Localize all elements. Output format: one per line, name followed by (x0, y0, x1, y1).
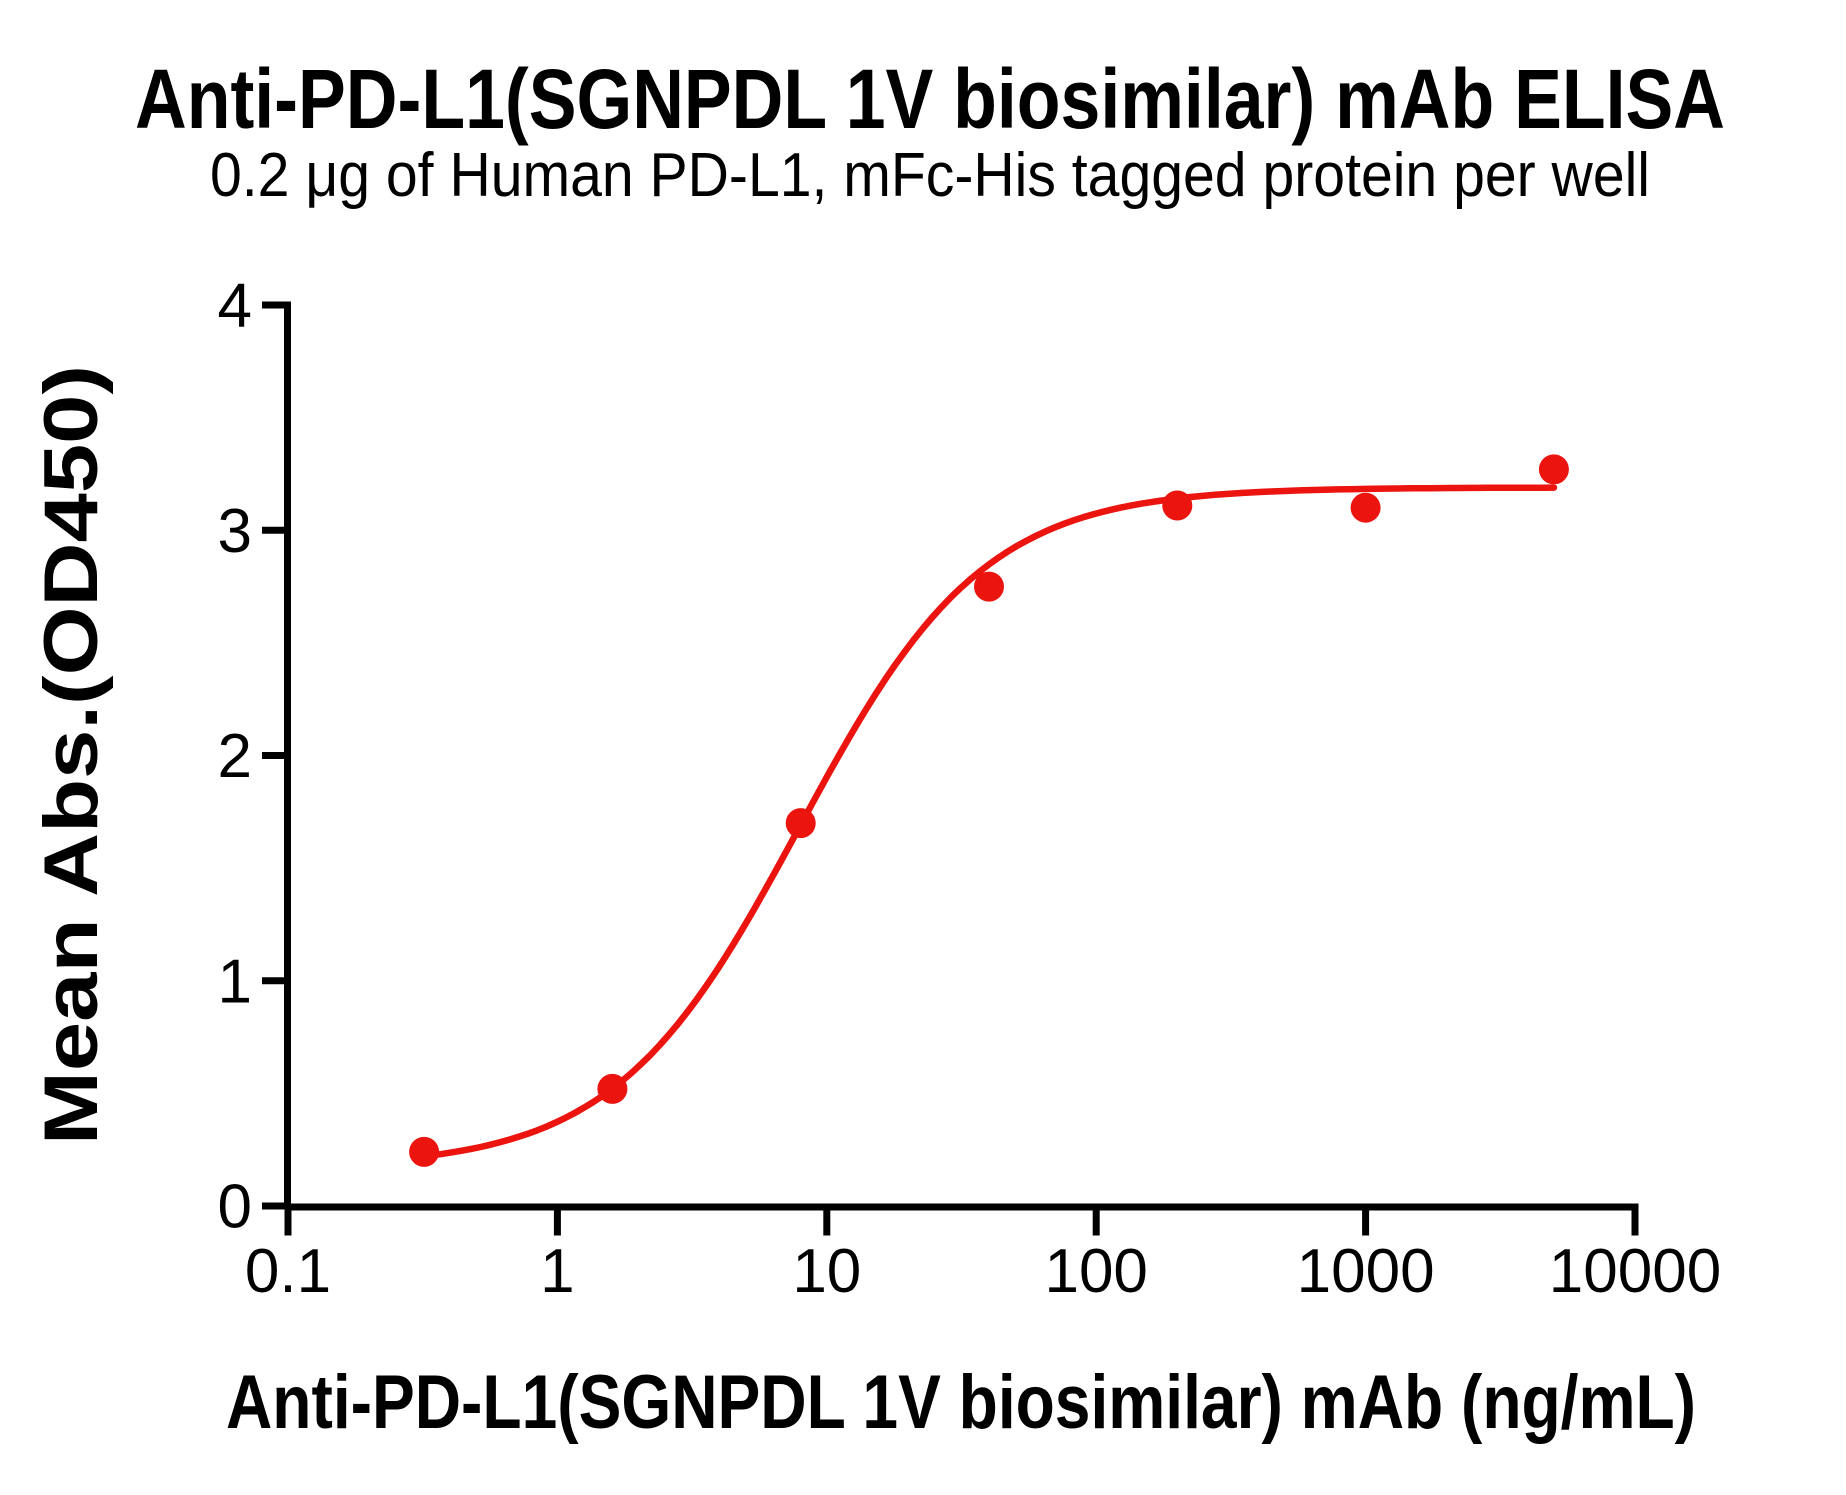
data-point (1350, 492, 1381, 523)
data-point (974, 571, 1004, 602)
y-tick-label: 3 (218, 497, 252, 566)
x-tick-label: 10 (792, 1237, 861, 1306)
data-point (597, 1073, 628, 1104)
x-tick-label: 100 (1044, 1237, 1147, 1306)
data-point (1162, 490, 1193, 521)
x-tick-label: 1000 (1297, 1237, 1435, 1306)
data-point (1538, 454, 1569, 485)
x-tick-label: 10000 (1549, 1237, 1721, 1306)
y-tick-label: 1 (218, 947, 252, 1016)
chart-title: Anti-PD-L1(SGNPDL 1V biosimilar) mAb ELI… (135, 52, 1725, 146)
y-axis-title: Mean Abs.(OD450) (29, 365, 114, 1145)
chart-subtitle: 0.2 μg of Human PD-L1, mFc-His tagged pr… (210, 141, 1650, 210)
x-tick-label: 0.1 (245, 1237, 331, 1306)
x-axis-title: Anti-PD-L1(SGNPDL 1V biosimilar) mAb (ng… (226, 1360, 1696, 1445)
data-point (409, 1136, 440, 1167)
data-points-layer (409, 454, 1569, 1167)
y-tick-label: 2 (218, 722, 252, 791)
y-tick-label: 0 (218, 1173, 252, 1242)
y-tick-label: 4 (218, 272, 252, 341)
x-tick-label: 1 (540, 1237, 574, 1306)
data-point (785, 808, 816, 839)
axes: 0 1 2 3 4 0.1 1 10 100 1000 10000 (218, 272, 1722, 1306)
